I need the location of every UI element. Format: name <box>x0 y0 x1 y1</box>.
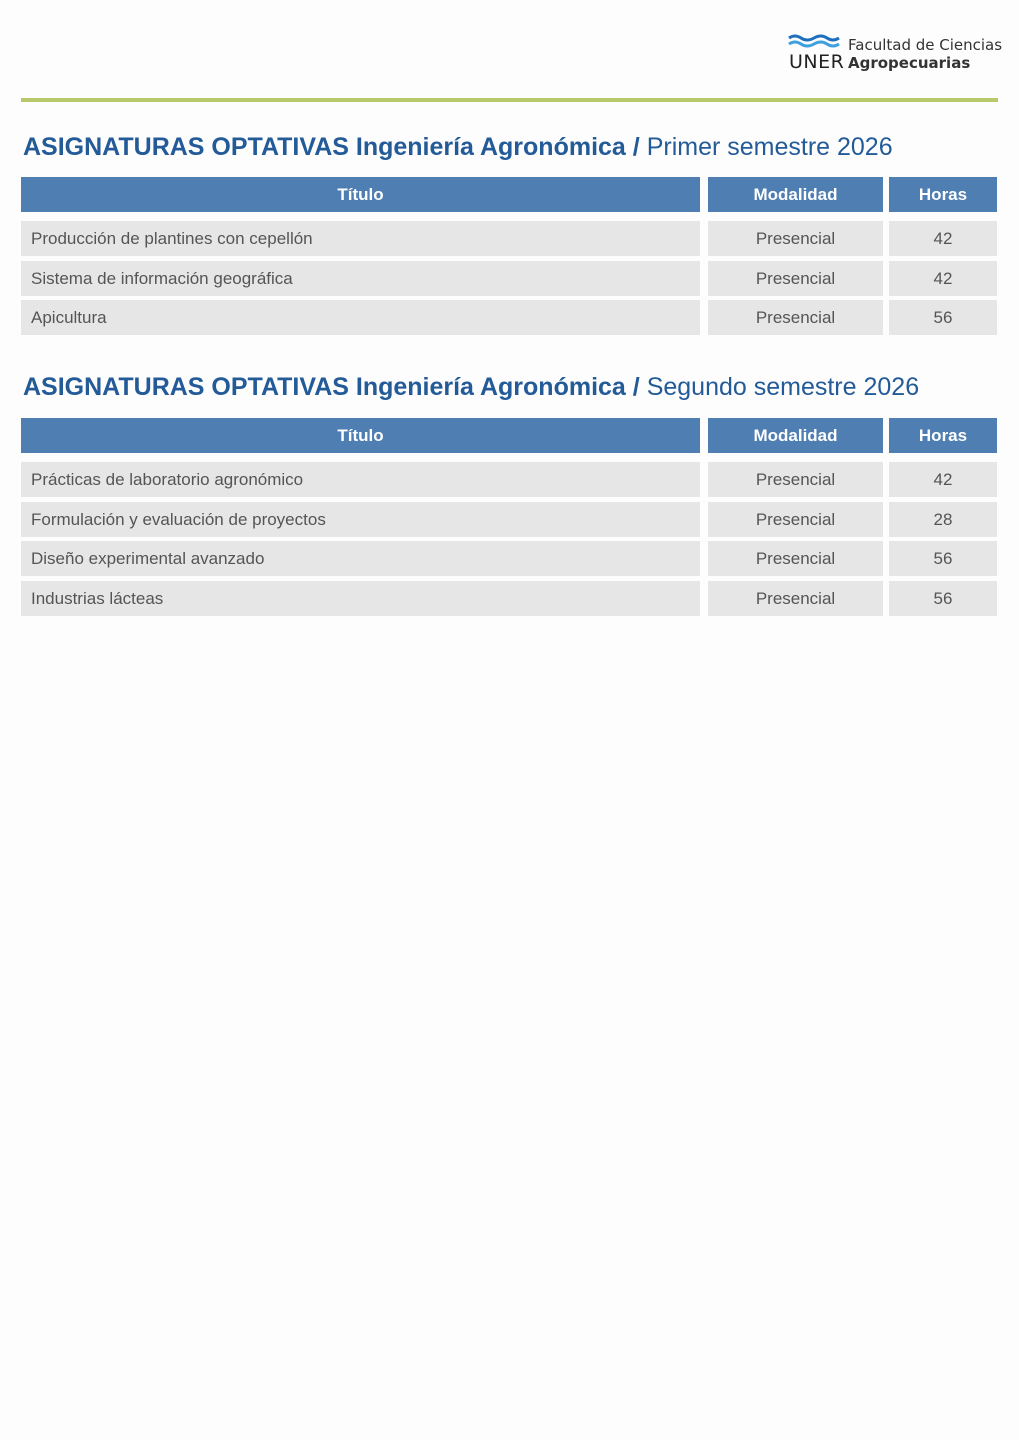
hours-cell: 28 <box>889 501 997 537</box>
hours-cell: 42 <box>889 221 997 256</box>
column-header: Horas <box>889 418 997 453</box>
hours-cell: 56 <box>889 541 997 576</box>
section-title-semester: Segundo semestre 2026 <box>646 373 920 401</box>
modality-cell: Presencial <box>708 580 883 616</box>
column-header: Horas <box>889 177 997 212</box>
section-title-semester: Primer semestre 2026 <box>646 133 893 161</box>
section-title-bold: ASIGNATURAS OPTATIVAS Ingeniería Agronóm… <box>23 373 640 401</box>
title-cell: Formulación y evaluación de proyectos <box>21 501 700 537</box>
table-row: Apicultura Presencial 56 <box>21 300 998 335</box>
title-cell: Diseño experimental avanzado <box>21 541 700 576</box>
header-divider <box>21 98 998 102</box>
hours-cell: 56 <box>889 580 997 616</box>
modality-cell: Presencial <box>708 501 883 537</box>
column-header: Modalidad <box>708 177 883 212</box>
modality-cell: Presencial <box>708 221 883 256</box>
hours-cell: 42 <box>889 462 997 497</box>
subjects-table: Título Modalidad Horas Prácticas de laborat… <box>21 418 998 620</box>
modality-cell: Presencial <box>708 541 883 576</box>
logo-line1: Facultad de Ciencias <box>848 36 1003 54</box>
section-title: ASIGNATURAS OPTATIVAS Ingeniería Agronóm… <box>23 373 919 402</box>
hours-cell: 42 <box>889 260 997 296</box>
table-row: Diseño experimental avanzado Presencial 56 <box>21 541 998 576</box>
table-header: Título Modalidad Horas <box>21 177 998 212</box>
title-cell: Industrias lácteas <box>21 580 700 616</box>
logo-line2: Agropecuarias <box>848 54 971 72</box>
waves-icon <box>788 34 840 48</box>
title-cell: Apicultura <box>21 300 700 335</box>
column-header: Título <box>21 177 700 212</box>
section-title-bold: ASIGNATURAS OPTATIVAS Ingeniería Agronóm… <box>23 133 640 161</box>
modality-cell: Presencial <box>708 260 883 296</box>
table-row: Prácticas de laboratorio agronómico Prese… <box>21 462 998 497</box>
title-cell: Producción de plantines con cepellón <box>21 221 700 256</box>
table-row: Sistema de información geográfica Presenc… <box>21 260 998 296</box>
title-cell: Prácticas de laboratorio agronómico <box>21 462 700 497</box>
subjects-table: Título Modalidad Horas Producción de planti… <box>21 177 998 340</box>
logo-wordmark: UNER <box>789 51 845 73</box>
hours-cell: 56 <box>889 300 997 335</box>
table-header: Título Modalidad Horas <box>21 418 998 453</box>
table-row: Producción de plantines con cepellón Pres… <box>21 221 998 256</box>
column-header: Título <box>21 418 700 453</box>
title-cell: Sistema de información geográfica <box>21 260 700 296</box>
modality-cell: Presencial <box>708 300 883 335</box>
section-title: ASIGNATURAS OPTATIVAS Ingeniería Agronóm… <box>23 133 893 162</box>
table-row: Formulación y evaluación de proyectos Pre… <box>21 501 998 537</box>
uner-logo: UNER Facultad de Ciencias Agropecuarias <box>788 32 1003 77</box>
modality-cell: Presencial <box>708 462 883 497</box>
table-row: Industrias lácteas Presencial 56 <box>21 580 998 616</box>
column-header: Modalidad <box>708 418 883 453</box>
